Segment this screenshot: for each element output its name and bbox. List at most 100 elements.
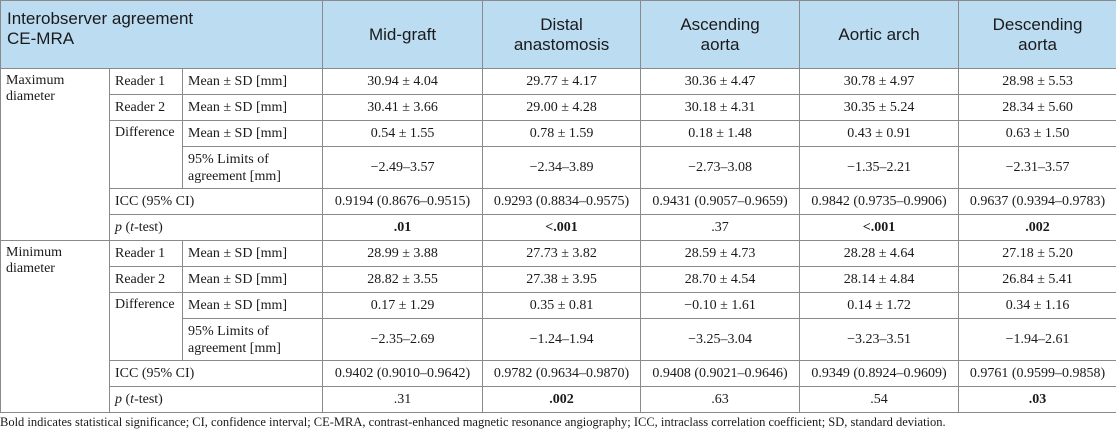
row-label: p (t-test) bbox=[108, 386, 324, 413]
table-cell: −0.10 ± 1.61 bbox=[640, 292, 801, 319]
table-cell: 30.36 ± 4.47 bbox=[640, 68, 801, 95]
header-row: Interobserver agreement CE-MRA Mid-graft … bbox=[0, 0, 1116, 69]
table-row: 95% Limits of agreement [mm] −2.49–3.57 −… bbox=[1, 146, 1116, 189]
measure-label: 95% Limits of agreement [mm] bbox=[181, 146, 324, 189]
table-row: Maximum diameter Reader 1 Mean ± SD [mm] … bbox=[0, 68, 1116, 241]
table-cell: 28.99 ± 3.88 bbox=[322, 240, 484, 267]
measure-label: Mean ± SD [mm] bbox=[181, 266, 324, 293]
table-cell: 28.14 ± 4.84 bbox=[799, 266, 960, 293]
table-cell: 0.14 ± 1.72 bbox=[799, 292, 960, 319]
table-cell: .01 bbox=[322, 214, 484, 241]
table-cell: 26.84 ± 5.41 bbox=[958, 266, 1116, 293]
table-cell: −2.35–2.69 bbox=[322, 318, 484, 361]
table-cell: 0.9431 (0.9057–0.9659) bbox=[640, 188, 801, 215]
table-cell: 0.9402 (0.9010–0.9642) bbox=[322, 360, 484, 387]
table-cell: 28.70 ± 4.54 bbox=[640, 266, 801, 293]
table-cell: 28.28 ± 4.64 bbox=[799, 240, 960, 267]
table-cell: −1.24–1.94 bbox=[482, 318, 642, 361]
row-label: Reader 2 bbox=[109, 94, 183, 121]
header-corner: Interobserver agreement CE-MRA bbox=[0, 0, 324, 69]
table-cell: .37 bbox=[640, 214, 801, 241]
table-cell: 27.73 ± 3.82 bbox=[482, 240, 642, 267]
table-row: Difference Mean ± SD [mm] 0.17 ± 1.29 0.… bbox=[1, 292, 1116, 361]
table-row: Reader 2 Mean ± SD [mm] 28.82 ± 3.55 27.… bbox=[1, 266, 1116, 293]
table-cell: 0.9293 (0.8834–0.9575) bbox=[482, 188, 642, 215]
row-label: ICC (95% CI) bbox=[108, 188, 324, 215]
row-label: Reader 1 bbox=[109, 68, 183, 95]
table-cell: −2.73–3.08 bbox=[640, 146, 801, 189]
table-cell: 0.34 ± 1.16 bbox=[958, 292, 1116, 319]
table-cell: 0.9194 (0.8676–0.9515) bbox=[322, 188, 484, 215]
table-cell: 30.78 ± 4.97 bbox=[799, 68, 960, 95]
row-label: Reader 2 bbox=[109, 266, 183, 293]
header-aortic-arch: Aortic arch bbox=[799, 0, 960, 69]
table-cell: 0.35 ± 0.81 bbox=[482, 292, 642, 319]
table-cell: .002 bbox=[482, 386, 642, 413]
measure-label: 95% Limits of agreement [mm] bbox=[181, 318, 324, 361]
table-cell: 30.18 ± 4.31 bbox=[640, 94, 801, 121]
table-cell: .54 bbox=[799, 386, 960, 413]
table-cell: −1.94–2.61 bbox=[958, 318, 1116, 361]
table-row: p (t-test) .01 <.001 .37 <.001 .002 bbox=[1, 214, 1116, 241]
table-cell: 30.35 ± 5.24 bbox=[799, 94, 960, 121]
group-label-minimum: Minimum diameter bbox=[0, 240, 110, 413]
table-cell: 0.9782 (0.9634–0.9870) bbox=[482, 360, 642, 387]
table-cell: 0.54 ± 1.55 bbox=[322, 120, 484, 147]
table-cell: 0.9349 (0.8924–0.9609) bbox=[799, 360, 960, 387]
table-cell: 28.82 ± 3.55 bbox=[322, 266, 484, 293]
measure-label: Mean ± SD [mm] bbox=[181, 120, 324, 147]
table-cell: 0.63 ± 1.50 bbox=[958, 120, 1116, 147]
measure-label: Mean ± SD [mm] bbox=[181, 240, 324, 267]
table-cell: −3.25–3.04 bbox=[640, 318, 801, 361]
table-cell: 29.77 ± 4.17 bbox=[482, 68, 642, 95]
table-cell: 29.00 ± 4.28 bbox=[482, 94, 642, 121]
table-cell: 0.9408 (0.9021–0.9646) bbox=[640, 360, 801, 387]
header-descending-aorta: Descending aorta bbox=[958, 0, 1116, 69]
table-row: Minimum diameter Reader 1 Mean ± SD [mm] … bbox=[0, 240, 1116, 413]
table-cell: .31 bbox=[322, 386, 484, 413]
table-cell: 30.41 ± 3.66 bbox=[322, 94, 484, 121]
header-mid-graft: Mid-graft bbox=[322, 0, 484, 69]
row-label: Difference bbox=[109, 292, 183, 361]
table-row: 95% Limits of agreement [mm] −2.35–2.69 −… bbox=[1, 318, 1116, 361]
table-cell: −2.49–3.57 bbox=[322, 146, 484, 189]
table-cell: −2.34–3.89 bbox=[482, 146, 642, 189]
table-cell: −1.35–2.21 bbox=[799, 146, 960, 189]
agreement-table: Interobserver agreement CE-MRA Mid-graft … bbox=[0, 0, 1116, 413]
table-row: Reader 2 Mean ± SD [mm] 30.41 ± 3.66 29.… bbox=[1, 94, 1116, 121]
table-row: ICC (95% CI) 0.9402 (0.9010–0.9642) 0.97… bbox=[1, 360, 1116, 387]
measure-label: Mean ± SD [mm] bbox=[181, 94, 324, 121]
measure-label: Mean ± SD [mm] bbox=[181, 68, 324, 95]
table-cell: .03 bbox=[958, 386, 1116, 413]
row-label: Reader 1 bbox=[109, 240, 183, 267]
table-cell: <.001 bbox=[799, 214, 960, 241]
table-row: ICC (95% CI) 0.9194 (0.8676–0.9515) 0.92… bbox=[1, 188, 1116, 215]
table-cell: 28.98 ± 5.53 bbox=[958, 68, 1116, 95]
table-cell: 28.59 ± 4.73 bbox=[640, 240, 801, 267]
table-cell: 0.9637 (0.9394–0.9783) bbox=[958, 188, 1116, 215]
header-distal-anastomosis: Distal anastomosis bbox=[482, 0, 642, 69]
row-label: p (t-test) bbox=[108, 214, 324, 241]
table-footnote: Bold indicates statistical significance;… bbox=[0, 415, 946, 429]
header-ascending-aorta: Ascending aorta bbox=[640, 0, 801, 69]
table-cell: .002 bbox=[958, 214, 1116, 241]
table-cell: 27.18 ± 5.20 bbox=[958, 240, 1116, 267]
row-label: ICC (95% CI) bbox=[108, 360, 324, 387]
table-cell: .63 bbox=[640, 386, 801, 413]
table-cell: <.001 bbox=[482, 214, 642, 241]
row-label: Difference bbox=[109, 120, 183, 189]
table-cell: 0.43 ± 0.91 bbox=[799, 120, 960, 147]
table-cell: 27.38 ± 3.95 bbox=[482, 266, 642, 293]
table-cell: −2.31–3.57 bbox=[958, 146, 1116, 189]
table-cell: 30.94 ± 4.04 bbox=[322, 68, 484, 95]
table-cell: −3.23–3.51 bbox=[799, 318, 960, 361]
table-cell: 0.17 ± 1.29 bbox=[322, 292, 484, 319]
table-row: Difference Mean ± SD [mm] 0.54 ± 1.55 0.… bbox=[1, 120, 1116, 189]
table-row: p (t-test) .31 .002 .63 .54 .03 bbox=[1, 386, 1116, 413]
measure-label: Mean ± SD [mm] bbox=[181, 292, 324, 319]
group-label-maximum: Maximum diameter bbox=[0, 68, 110, 241]
table-cell: 0.9761 (0.9599–0.9858) bbox=[958, 360, 1116, 387]
table-cell: 0.78 ± 1.59 bbox=[482, 120, 642, 147]
table-cell: 28.34 ± 5.60 bbox=[958, 94, 1116, 121]
table-cell: 0.9842 (0.9735–0.9906) bbox=[799, 188, 960, 215]
